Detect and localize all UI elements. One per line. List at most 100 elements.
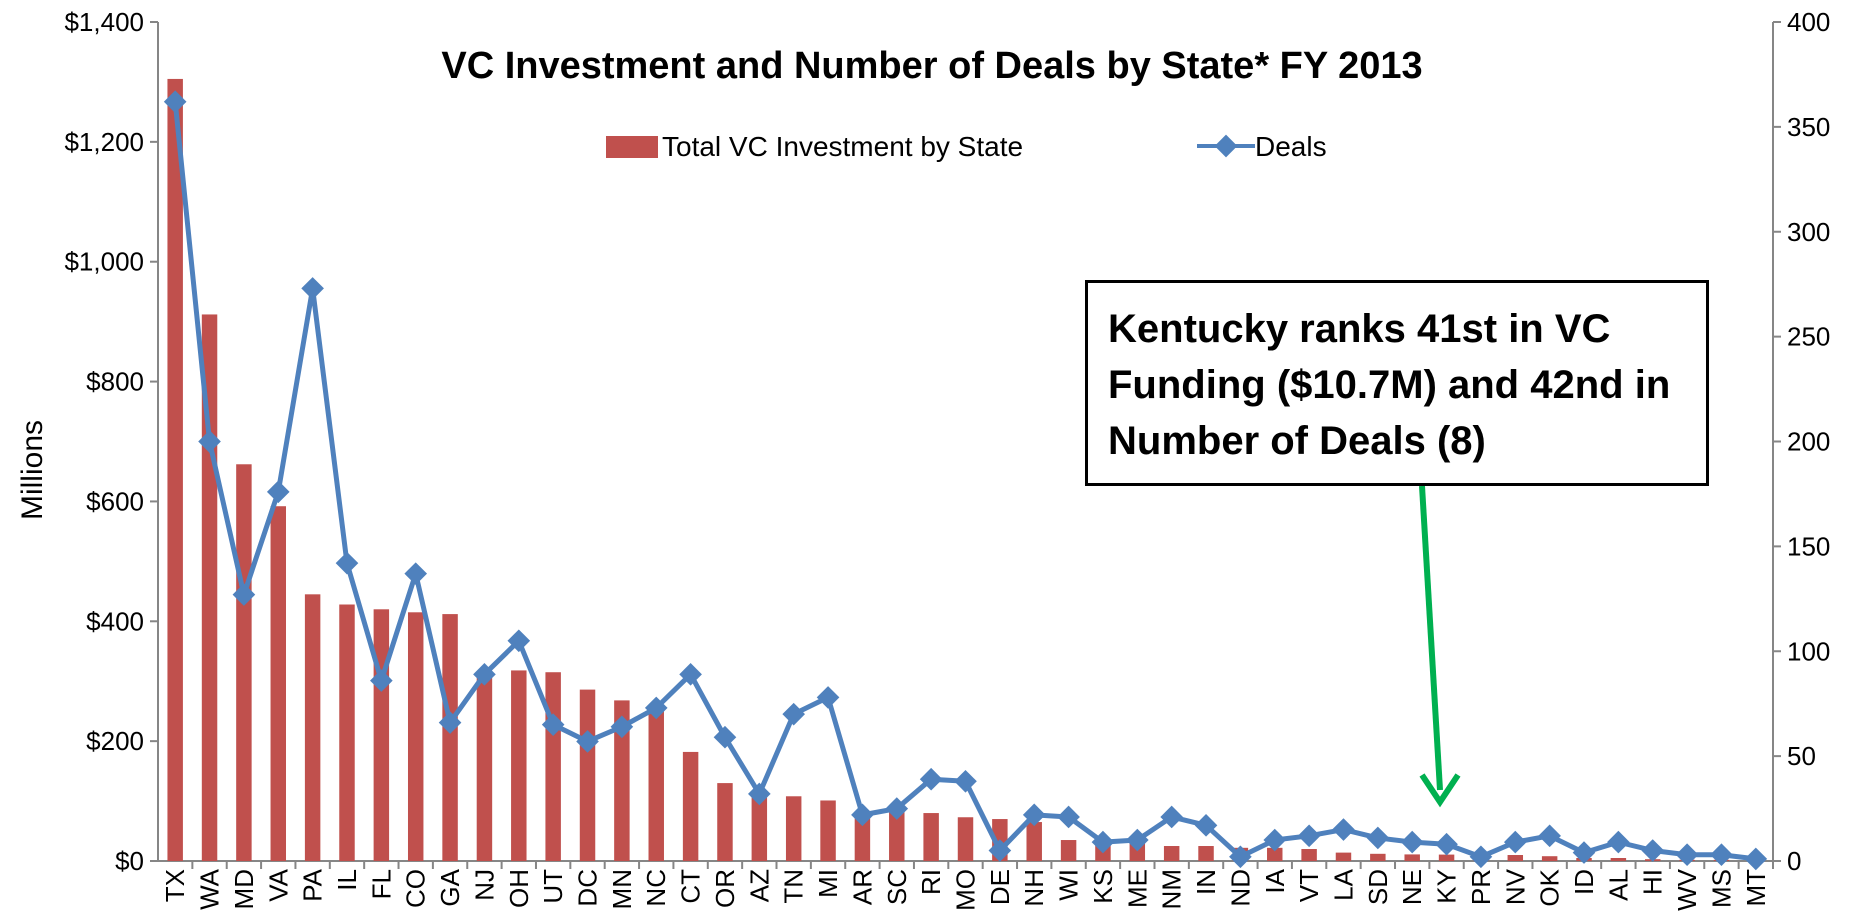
y-tick-label: $1,200 <box>64 127 144 157</box>
x-tick-label: PR <box>1466 869 1496 905</box>
deals-point <box>1641 839 1665 862</box>
x-tick-label: SC <box>882 869 912 905</box>
bar <box>1163 846 1180 861</box>
y-tick-label: $600 <box>86 486 144 516</box>
x-tick-label: NJ <box>469 869 499 901</box>
deals-point <box>782 702 806 726</box>
bar <box>785 796 802 861</box>
bar <box>1404 854 1420 861</box>
legend-marker-deals <box>1214 134 1238 158</box>
bar <box>304 594 321 861</box>
deals-point <box>885 797 909 820</box>
deals-point <box>1332 818 1355 841</box>
deals-point <box>1057 805 1080 829</box>
x-tick-label: OK <box>1535 868 1565 906</box>
bar <box>751 793 768 861</box>
annotation-callout: Kentucky ranks 41st in VC Funding ($10.7… <box>1085 280 1709 486</box>
deals-point <box>1400 830 1424 854</box>
annotation-arrow <box>1419 485 1461 808</box>
x-tick-label: VT <box>1294 869 1324 902</box>
x-tick-label: AL <box>1603 869 1633 901</box>
x-tick-label: AR <box>847 869 877 905</box>
y2-tick-label: 250 <box>1787 322 1830 352</box>
x-tick-label: VA <box>263 868 293 901</box>
y2-tick-label: 100 <box>1787 636 1830 666</box>
bar <box>1335 852 1352 861</box>
bar <box>476 675 493 861</box>
y2-tick-label: 50 <box>1787 741 1816 771</box>
y-tick-label: $200 <box>86 726 144 756</box>
x-tick-label: KS <box>1088 869 1118 904</box>
x-tick-label: MI <box>813 869 843 898</box>
bar <box>167 78 183 862</box>
bar <box>1026 822 1042 861</box>
bar <box>373 609 390 861</box>
x-tick-label: ID <box>1569 869 1599 895</box>
deals-point <box>1538 824 1561 848</box>
x-tick-label: OH <box>504 869 534 908</box>
deals-point <box>1297 824 1321 848</box>
x-tick-label: WA <box>195 868 225 910</box>
deals-point <box>1160 805 1183 829</box>
x-tick-label: WI <box>1054 869 1084 901</box>
x-tick-label: GA <box>435 868 465 906</box>
deals-point <box>954 769 977 793</box>
bar <box>820 800 836 861</box>
x-tick-label: FL <box>366 869 396 899</box>
deals-point <box>1607 830 1630 854</box>
x-tick-label: PA <box>298 868 328 901</box>
deals-point <box>1435 832 1458 856</box>
deals-point <box>1194 814 1218 837</box>
deals-point <box>1091 830 1115 854</box>
x-tick-label: AZ <box>744 869 774 902</box>
deals-point <box>1503 830 1527 854</box>
bar <box>407 612 424 861</box>
bar <box>579 689 596 861</box>
y-tick-label: $0 <box>115 846 144 876</box>
x-tick-label: TN <box>779 869 809 904</box>
deals-point <box>919 767 943 791</box>
x-tick-label: SD <box>1363 869 1393 905</box>
bar <box>1198 846 1214 861</box>
deals-point <box>198 430 221 453</box>
deals-point <box>1263 828 1287 852</box>
bar <box>545 672 561 861</box>
x-tick-label: NV <box>1500 868 1530 905</box>
y2-tick-label: 150 <box>1787 531 1830 561</box>
y2-tick-label: 350 <box>1787 112 1830 142</box>
x-tick-label: NE <box>1397 869 1427 905</box>
bar <box>1370 853 1386 861</box>
y-tick-label: $1,000 <box>64 247 144 277</box>
y-tick-label: $400 <box>86 606 144 636</box>
bar <box>339 604 355 861</box>
bar <box>511 670 527 861</box>
x-tick-label: NH <box>1019 869 1049 907</box>
bar <box>957 817 974 861</box>
bar <box>889 810 905 861</box>
legend: Total VC Investment by State Deals <box>606 131 1327 162</box>
bar <box>1541 856 1558 861</box>
x-tick-label: IN <box>1191 869 1221 895</box>
y-tick-label: $1,400 <box>64 7 144 37</box>
x-tick-label: MN <box>607 869 637 909</box>
legend-label-deals: Deals <box>1255 131 1327 162</box>
bar <box>1507 855 1524 861</box>
deals-point <box>1469 845 1493 869</box>
deals-point <box>1125 828 1149 852</box>
bar <box>717 783 733 861</box>
y2-tick-label: 400 <box>1787 7 1830 37</box>
bar <box>236 464 252 861</box>
deals-point <box>301 277 324 300</box>
x-tick-label: ND <box>1225 869 1255 907</box>
bar <box>1129 843 1146 861</box>
bar <box>1610 858 1627 861</box>
y-tick-label: $800 <box>86 367 144 397</box>
deals-point <box>1022 803 1046 827</box>
x-tick-label: MT <box>1741 869 1771 907</box>
chart-title: VC Investment and Number of Deals by Sta… <box>441 45 1422 87</box>
deals-point <box>1675 843 1699 867</box>
x-tick-label: MS <box>1706 869 1736 908</box>
deals-point <box>851 803 874 827</box>
tick-labels: $0 $200 $400 $600 $800 $1,000 $1,200 $1,400 0 50 1… <box>64 7 1830 911</box>
